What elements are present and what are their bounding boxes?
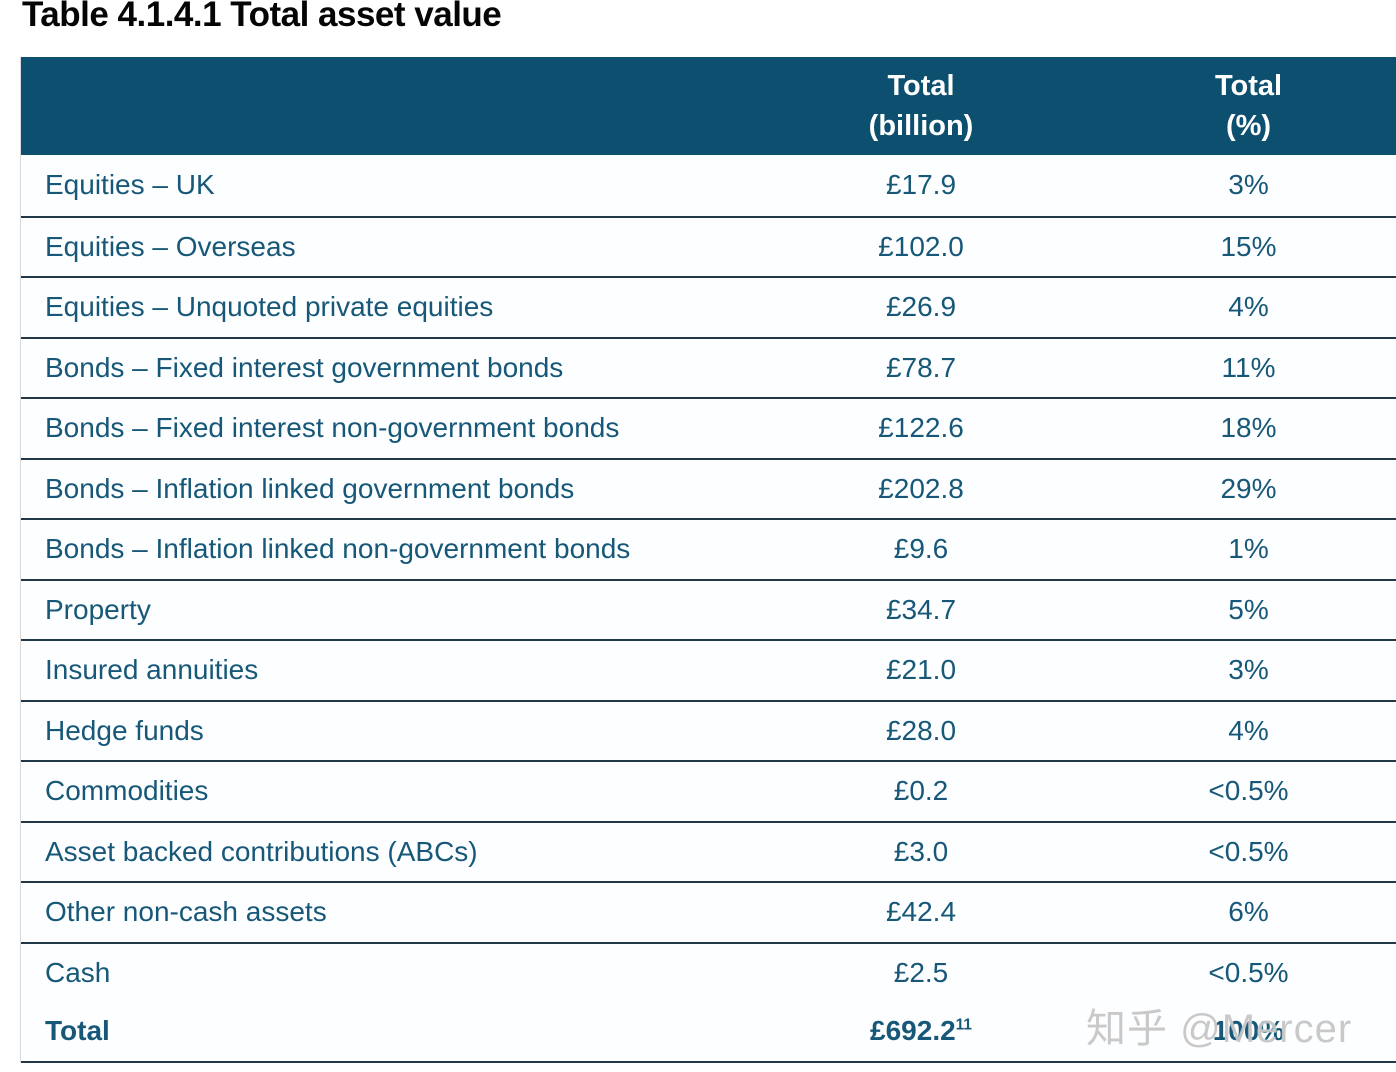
table-row: Bonds – Fixed interest government bonds … (21, 336, 1396, 398)
row-percent-value: 1% (1228, 533, 1269, 565)
table-row: Bonds – Fixed interest non-government bo… (21, 397, 1396, 458)
row-billion-value: £3.0 (893, 835, 949, 867)
header-total-billion-line1: Total (887, 69, 955, 102)
row-billion-value: £28.0 (885, 714, 957, 746)
row-percent-value: <0.5% (1208, 775, 1289, 807)
table-header-row: Total (billion) Total (%) (21, 57, 1396, 155)
page-title: Table 4.1.4.1 Total asset value (22, 0, 502, 34)
row-billion-value: £0.2 (893, 775, 949, 807)
header-total-billion-line2: (billion) (868, 110, 974, 142)
total-row-percent-value: 100% (1212, 1015, 1285, 1047)
row-billion-value: £102.0 (878, 230, 964, 262)
total-footnote-marker: 11 (955, 1016, 972, 1034)
table-row: Bonds – Inflation linked government bond… (21, 457, 1396, 519)
row-percent-value: 11% (1221, 351, 1276, 383)
row-percent-value: 6% (1228, 896, 1269, 928)
table-row: Bonds – Inflation linked non-government … (21, 518, 1396, 579)
row-percent-value: 4% (1228, 714, 1269, 746)
row-billion-value: £26.9 (885, 291, 957, 323)
header-total-percent-line1: Total (1214, 69, 1283, 102)
row-label: Property (45, 593, 151, 625)
row-billion-value: £202.8 (878, 472, 964, 504)
row-percent-value: <0.5% (1208, 956, 1289, 988)
row-label: Asset backed contributions (ABCs) (45, 835, 478, 867)
table-row: Insured annuities £21.0 3% (21, 639, 1396, 700)
row-label: Equities – UK (45, 169, 215, 201)
row-billion-value: £21.0 (885, 654, 957, 686)
total-billion-amount: £692.2 (870, 1015, 956, 1047)
row-label: Cash (45, 956, 111, 988)
table-row: Property £34.7 5% (21, 578, 1396, 640)
row-label: Insured annuities (45, 654, 259, 686)
row-label: Other non-cash assets (45, 896, 327, 928)
total-row-billion-value: £692.211 (766, 1015, 1076, 1047)
table-body: Equities – UK £17.9 3% Equities – Overse… (21, 155, 1396, 1002)
row-billion-value: £122.6 (878, 412, 964, 444)
table-row: Cash £2.5 <0.5% (21, 941, 1396, 1003)
row-label: Bonds – Inflation linked government bond… (45, 472, 575, 504)
table-row: Commodities £0.2 <0.5% (21, 760, 1396, 821)
table-total-row: Total £692.211 100% (21, 1002, 1396, 1063)
row-billion-value: £78.7 (885, 351, 957, 383)
row-percent-value: 3% (1228, 169, 1269, 201)
row-percent-value: 4% (1228, 291, 1269, 323)
total-row-label: Total (45, 1015, 110, 1047)
row-label: Bonds – Fixed interest government bonds (45, 351, 564, 383)
row-billion-value: £42.4 (885, 896, 957, 928)
watermark: 知乎 @Mercer (1086, 1007, 1353, 1051)
table-row: Equities – UK £17.9 3% (21, 155, 1396, 216)
row-percent-value: 3% (1228, 654, 1269, 686)
asset-value-table: Total (billion) Total (%) Equities – UK … (20, 57, 1396, 1063)
row-label: Equities – Overseas (45, 230, 296, 262)
header-total-billion: Total (billion) (766, 66, 1076, 146)
header-total-percent-line2: (%) (1225, 110, 1272, 142)
table-row: Other non-cash assets £42.4 6% (21, 881, 1396, 942)
row-percent-value: <0.5% (1208, 835, 1289, 867)
row-label: Hedge funds (45, 714, 204, 746)
row-label: Bonds – Fixed interest non-government bo… (45, 412, 620, 444)
row-percent-value: 18% (1220, 412, 1277, 444)
row-billion-value: £34.7 (885, 593, 957, 625)
row-label: Commodities (45, 775, 209, 807)
row-billion-value: £2.5 (893, 956, 949, 988)
table-row: Equities – Overseas £102.0 15% (21, 215, 1396, 277)
table-row: Hedge funds £28.0 4% (21, 699, 1396, 761)
header-total-percent: Total (%) (1076, 66, 1396, 146)
row-label: Bonds – Inflation linked non-government … (45, 533, 631, 565)
row-percent-value: 29% (1220, 472, 1277, 504)
row-label: Equities – Unquoted private equities (45, 291, 494, 323)
row-billion-value: £17.9 (885, 169, 957, 201)
row-percent-value: 5% (1228, 593, 1269, 625)
table-row: Asset backed contributions (ABCs) £3.0 <… (21, 820, 1396, 882)
row-percent-value: 15% (1220, 230, 1277, 262)
row-billion-value: £9.6 (893, 533, 949, 565)
table-row: Equities – Unquoted private equities £26… (21, 276, 1396, 337)
